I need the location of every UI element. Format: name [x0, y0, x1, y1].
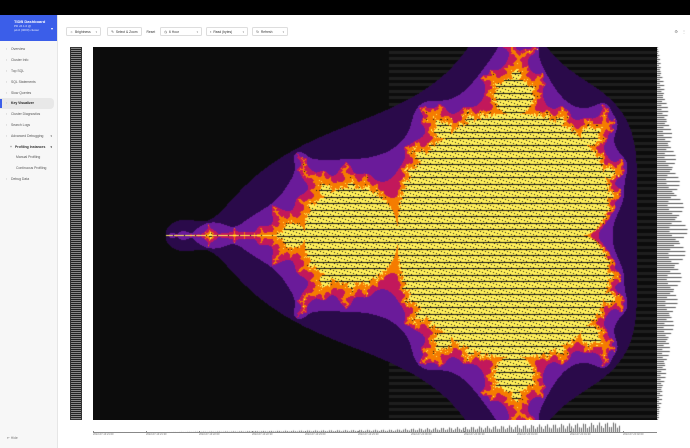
- clock-icon: ▫: [6, 90, 8, 95]
- chevron-down-icon: ▾: [50, 144, 52, 149]
- chevron-down-icon: ▾: [95, 29, 98, 34]
- bug-icon: ▫: [6, 133, 8, 138]
- brand-version: PD v6.1.0 @: [14, 24, 32, 28]
- brand-title: TiDB Dashboard: [14, 19, 46, 24]
- clock-icon: ◷: [164, 29, 168, 34]
- key-axis[interactable]: [70, 47, 82, 420]
- sidebar-item-label: Continuous Profiling: [16, 166, 47, 171]
- time-tick-label: 2022-07-20 00:00: [411, 431, 432, 436]
- chart-icon: ▫: [6, 68, 8, 73]
- brand-host: pd-0 (4000) cluster: [14, 28, 40, 32]
- sidebar-item-label: Cluster Diagnostics: [11, 112, 41, 117]
- database-icon: ▪: [210, 29, 212, 34]
- brand-header[interactable]: TiDB Dashboard PD v6.1.0 @ pd-0 (4000) c…: [0, 15, 57, 41]
- sidebar-item-label: Advanced Debugging: [11, 133, 44, 138]
- time-tick-label: 2022-07-20 01:00: [517, 431, 538, 436]
- time-tick-label: 2022-07-19 22:30: [252, 431, 273, 436]
- sidebar-item-slow-queries[interactable]: ▫ Slow Queries: [0, 87, 57, 98]
- time-tick-label: 2022-07-20 02:00: [623, 431, 644, 436]
- brightness-button[interactable]: ☼ Brightness ▾: [66, 27, 102, 36]
- expand-icon: +: [10, 144, 12, 149]
- sidebar-item-label: Profiling Instances: [15, 144, 46, 149]
- sidebar-item-cluster-diagnostics[interactable]: ▫ Cluster Diagnostics: [0, 109, 57, 120]
- refresh-icon: ↻: [256, 29, 259, 34]
- sidebar: TiDB Dashboard PD v6.1.0 @ pd-0 (4000) c…: [0, 15, 58, 448]
- sidebar-item-cluster-info[interactable]: ▫ Cluster Info: [0, 55, 57, 66]
- sidebar-item-manual-profiling[interactable]: Manual Profiling: [0, 152, 57, 163]
- sidebar-item-debug-data[interactable]: ▫ Debug Data: [0, 174, 57, 185]
- sidebar-item-label: Overview: [11, 47, 26, 52]
- toolbar: ☼ Brightness ▾ ✎ Select & Zoom Reset ◷ 6 Hou…: [66, 27, 289, 36]
- cluster-icon: ▫: [6, 58, 8, 63]
- time-tick-label: 2022-07-20 00:30: [464, 431, 485, 436]
- chevron-down-icon: ▾: [50, 26, 53, 31]
- time-tick-label: 2022-07-19 21:00: [93, 431, 114, 436]
- sidebar-item-overview[interactable]: ▫ Overview: [0, 44, 57, 55]
- more-icon[interactable]: ⋮: [682, 29, 686, 34]
- top-bar: [0, 0, 690, 15]
- key-histogram: [657, 47, 690, 420]
- chevron-down-icon: ▾: [196, 29, 199, 34]
- chevron-down-icon: ▾: [282, 29, 285, 34]
- sidebar-item-label: Manual Profiling: [16, 155, 41, 160]
- sidebar-item-label: SQL Statements: [11, 79, 36, 84]
- sidebar-item-continuous-profiling[interactable]: Continuous Profiling: [0, 163, 57, 174]
- select-zoom-button[interactable]: ✎ Select & Zoom: [107, 27, 142, 36]
- sidebar-item-advanced-debugging[interactable]: ▫ Advanced Debugging ▾: [0, 130, 57, 141]
- time-tick-label: 2022-07-19 23:00: [305, 431, 326, 436]
- thunder-icon: ▫: [6, 79, 8, 84]
- time-axis: [93, 432, 657, 433]
- heatmap-icon: ▫: [6, 101, 8, 106]
- metric-select[interactable]: ▪ Read (bytes) ▾: [206, 27, 249, 36]
- sidebar-item-label: Debug Data: [11, 176, 30, 181]
- pencil-icon: ✎: [111, 29, 114, 34]
- time-tick-label: 2022-07-19 23:30: [358, 431, 379, 436]
- time-tick-label: 2022-07-19 21:30: [146, 431, 167, 436]
- dashboard-icon: ▫: [6, 47, 8, 52]
- file-search-icon: ▫: [6, 122, 8, 127]
- chevron-down-icon: ▾: [242, 29, 245, 34]
- sidebar-item-label: Search Logs: [11, 122, 31, 127]
- sidebar-item-search-logs[interactable]: ▫ Search Logs: [0, 120, 57, 131]
- time-range-select[interactable]: ◷ 6 Hour ▾: [160, 27, 203, 36]
- reset-button[interactable]: Reset: [145, 27, 157, 36]
- time-tick-label: 2022-07-20 01:30: [570, 431, 591, 436]
- chevron-down-icon: ▾: [50, 133, 52, 138]
- sidebar-item-key-visualizer[interactable]: ▫ Key Visualizer: [0, 97, 54, 109]
- collapse-sidebar-button[interactable]: ⇤ Hide: [7, 436, 18, 440]
- settings-icon[interactable]: ⚙: [674, 29, 678, 34]
- sidebar-item-top-sql[interactable]: ▫ Top SQL: [0, 66, 57, 77]
- diagnose-icon: ▫: [6, 112, 8, 117]
- sidebar-item-label: Cluster Info: [11, 58, 29, 63]
- check-icon: ▫: [6, 176, 8, 181]
- refresh-button[interactable]: ↻ Refresh ▾: [252, 27, 289, 36]
- sidebar-item-sql-statements[interactable]: ▫ SQL Statements: [0, 76, 57, 87]
- sidebar-item-label: Key Visualizer: [11, 101, 34, 106]
- sidebar-item-label: Top SQL: [11, 68, 25, 73]
- sidebar-item-label: Slow Queries: [11, 90, 32, 95]
- sidebar-item-profiling-instances[interactable]: + Profiling Instances ▾: [0, 141, 57, 152]
- bulb-icon: ☼: [70, 29, 74, 34]
- time-tick-label: 2022-07-19 22:00: [199, 431, 220, 436]
- time-histogram: [93, 420, 657, 432]
- heatmap-canvas[interactable]: [93, 47, 657, 420]
